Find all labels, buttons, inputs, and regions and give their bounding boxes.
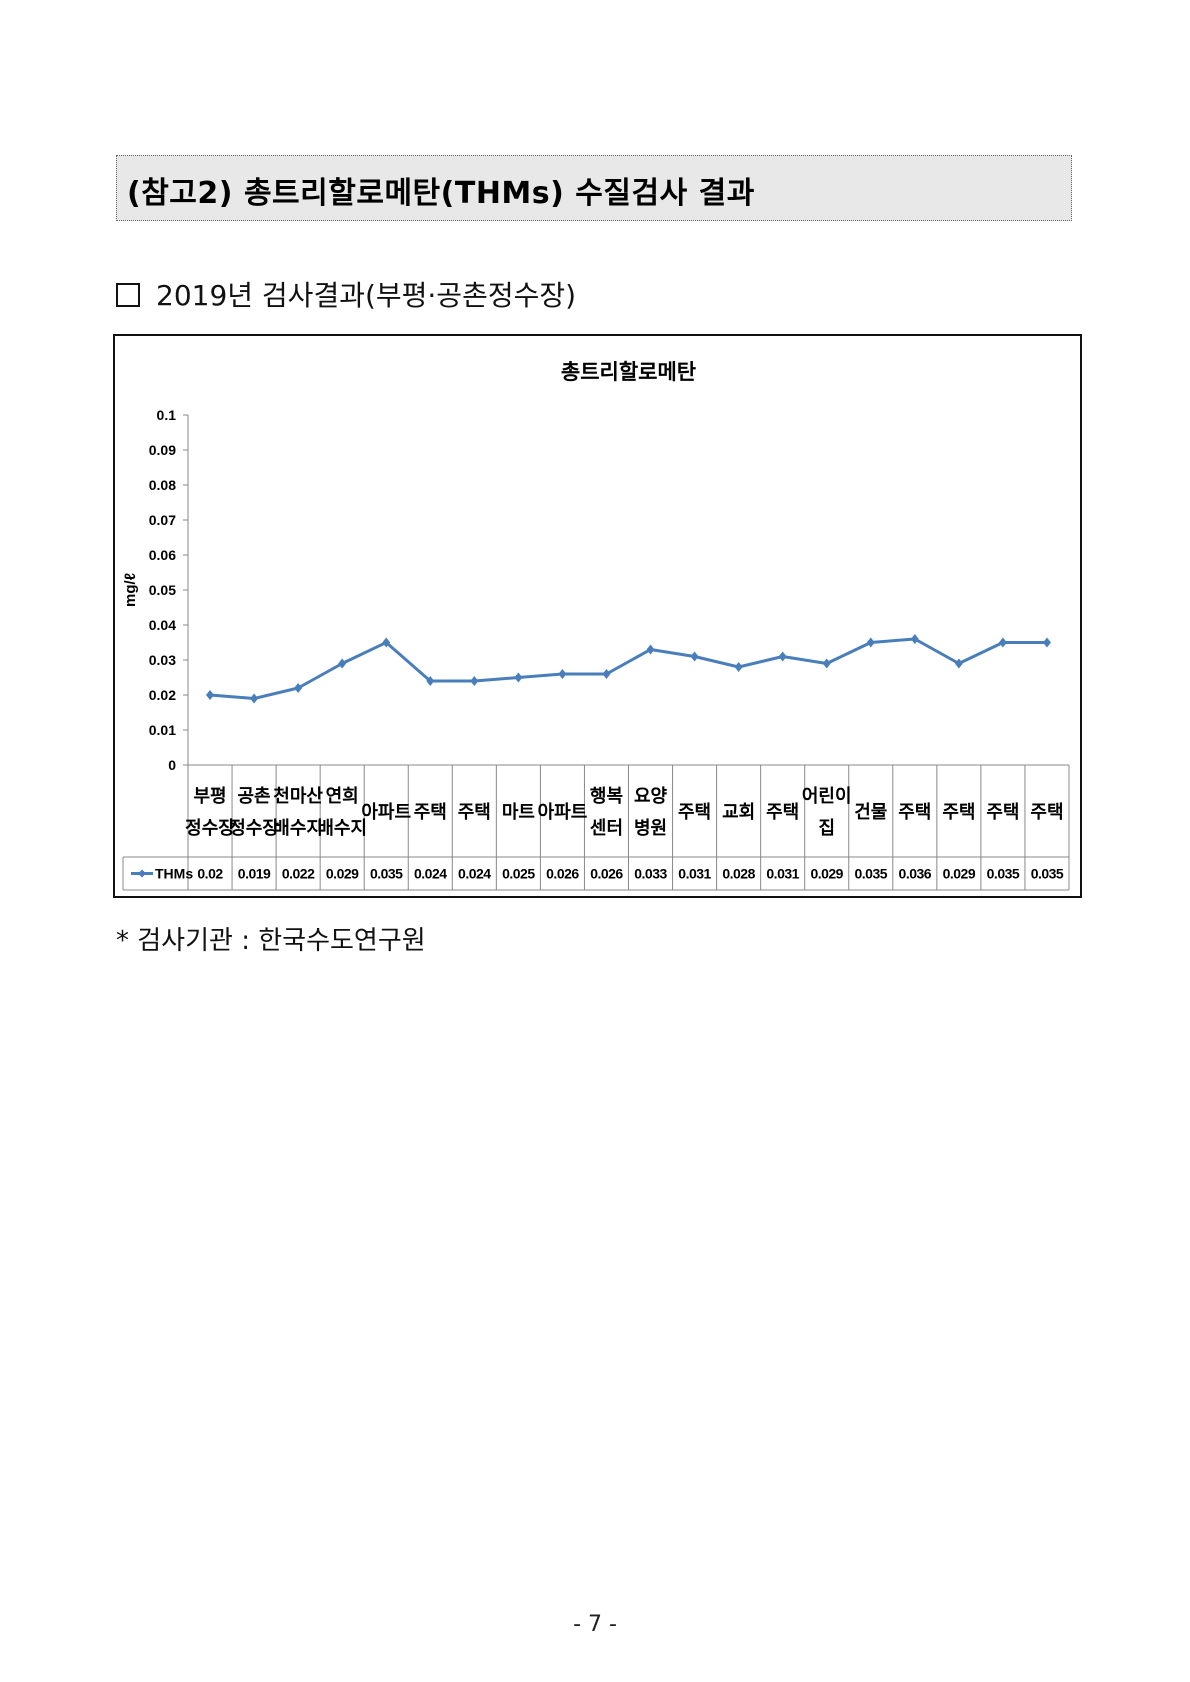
data-value-label: 0.035 xyxy=(1031,866,1064,882)
data-point-marker xyxy=(866,637,875,648)
chart-title: 총트리할로메탄 xyxy=(561,361,696,384)
data-point-marker xyxy=(426,676,435,686)
data-point-marker xyxy=(646,644,655,655)
category-label: 주택 xyxy=(678,802,711,822)
data-point-marker xyxy=(734,662,743,672)
data-value-label: 0.024 xyxy=(414,866,447,882)
data-value-label: 0.019 xyxy=(238,866,271,882)
y-tick-label: 0.07 xyxy=(149,512,176,528)
series-line-thms xyxy=(209,637,1047,700)
data-value-label: 0.035 xyxy=(370,866,403,882)
y-tick-label: 0.09 xyxy=(149,442,176,458)
category-label: 병원 xyxy=(634,818,667,838)
y-tick-label: 0 xyxy=(168,757,176,773)
data-point-marker xyxy=(382,637,391,648)
category-label: 배수지 xyxy=(273,818,323,838)
data-value-label: 0.024 xyxy=(458,866,491,882)
data-value-label: 0.029 xyxy=(943,866,976,882)
category-label: 주택 xyxy=(898,802,931,822)
category-label: 집 xyxy=(818,818,835,838)
testing-agency-note: * 검사기관 : 한국수도연구원 xyxy=(116,926,426,956)
data-value-label: 0.031 xyxy=(766,866,799,882)
y-axis-label: mg/ℓ xyxy=(122,573,139,607)
data-value-label: 0.035 xyxy=(987,866,1020,882)
legend-marker-icon xyxy=(138,869,146,878)
category-label: 주택 xyxy=(414,802,447,822)
title-banner: (참고2) 총트리할로메탄(THMs) 수질검사 결과 xyxy=(116,155,1072,221)
data-value-label: 0.033 xyxy=(634,866,667,882)
category-label: 교회 xyxy=(722,802,755,822)
category-label: 행복 xyxy=(590,786,623,806)
thms-line-chart: 총트리할로메탄 mg/ℓ 0 0.01 0.02 0.03 0.04 0.05 0.06 0.07… xyxy=(122,361,1070,891)
data-point-marker xyxy=(778,651,787,662)
category-label: 요양 xyxy=(634,786,668,806)
section-heading-text: 2019년 검사결과(부평·공촌정수장) xyxy=(156,279,577,312)
y-tick-label: 0.1 xyxy=(157,407,177,423)
y-tick-label: 0.06 xyxy=(149,547,176,563)
category-label: 건물 xyxy=(854,802,887,822)
section-heading: 2019년 검사결과(부평·공촌정수장) xyxy=(116,274,576,314)
category-label: 배수지 xyxy=(317,818,367,838)
category-label: 주택 xyxy=(458,802,491,822)
data-value-label: 0.028 xyxy=(722,866,755,882)
data-value-label: 0.029 xyxy=(326,866,359,882)
data-value-label: 0.026 xyxy=(590,866,623,882)
data-value-label: 0.02 xyxy=(197,866,223,882)
y-tick-label: 0.08 xyxy=(149,477,176,493)
data-point-marker xyxy=(338,658,347,669)
category-label: 주택 xyxy=(1030,802,1063,822)
data-value-label: 0.035 xyxy=(855,866,888,882)
y-tick-label: 0.04 xyxy=(149,617,176,633)
checkbox-square-icon xyxy=(116,283,140,307)
page-number: - 7 - xyxy=(573,1612,617,1637)
data-point-marker xyxy=(602,669,611,679)
data-value-label: 0.031 xyxy=(678,866,711,882)
data-point-marker xyxy=(470,676,479,686)
category-label: 센터 xyxy=(590,818,623,838)
category-label: 아파트 xyxy=(361,802,411,822)
y-tick-label: 0.03 xyxy=(149,652,176,668)
category-label: 연희 xyxy=(326,786,359,806)
data-point-marker xyxy=(294,683,303,693)
category-label: 마트 xyxy=(502,802,535,822)
legend-series-name: THMs xyxy=(155,866,193,882)
data-point-marker xyxy=(954,658,963,669)
category-label: 아파트 xyxy=(538,802,588,822)
data-value-label: 0.036 xyxy=(899,866,932,882)
category-label: 정수장 xyxy=(185,818,235,838)
data-value-label: 0.022 xyxy=(282,866,315,882)
data-point-marker xyxy=(514,672,523,683)
data-point-marker xyxy=(690,651,699,662)
data-value-label: 0.029 xyxy=(810,866,843,882)
data-point-marker xyxy=(910,634,919,644)
data-point-marker xyxy=(250,693,259,704)
y-tick-label: 0.02 xyxy=(149,687,176,703)
category-label: 어린이 xyxy=(802,786,852,806)
category-label: 주택 xyxy=(766,802,799,822)
y-tick-label: 0.05 xyxy=(149,582,176,598)
data-value-label: 0.025 xyxy=(502,866,535,882)
data-point-marker xyxy=(822,658,831,669)
y-tick-label: 0.01 xyxy=(149,722,176,738)
category-label: 공촌 xyxy=(238,786,271,806)
page-title: (참고2) 총트리할로메탄(THMs) 수질검사 결과 xyxy=(127,176,755,211)
category-label: 천마산 xyxy=(273,786,323,806)
data-point-marker xyxy=(998,637,1007,648)
category-label: 주택 xyxy=(986,802,1019,822)
data-point-marker xyxy=(1042,637,1051,648)
data-point-marker xyxy=(558,669,567,679)
category-label: 주택 xyxy=(942,802,975,822)
data-point-marker xyxy=(206,690,215,700)
data-value-label: 0.026 xyxy=(546,866,579,882)
category-label: 정수장 xyxy=(229,818,279,838)
category-label: 부평 xyxy=(193,786,226,806)
chart-frame: 총트리할로메탄 mg/ℓ 0 0.01 0.02 0.03 0.04 0.05 0.06 0.07… xyxy=(113,334,1082,898)
